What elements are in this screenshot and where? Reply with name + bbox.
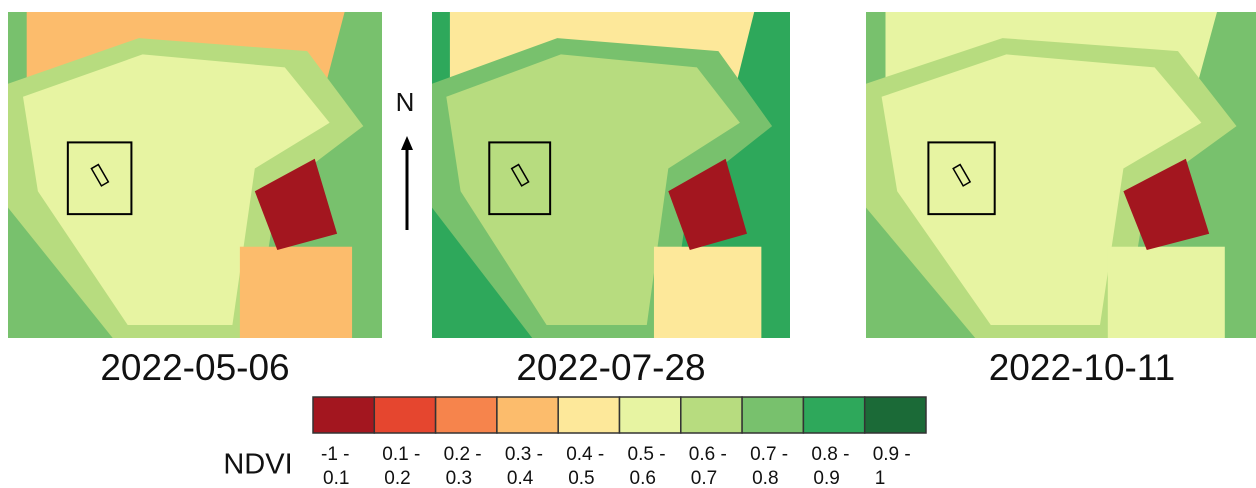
- legend-label: 1: [875, 468, 886, 488]
- legend-swatch: [497, 397, 558, 433]
- legend-label: 0.4: [507, 468, 534, 488]
- legend-swatch: [558, 397, 619, 433]
- legend-label: 0.5: [568, 468, 594, 488]
- legend-swatch: [681, 397, 742, 433]
- legend-label: 0.2 -: [444, 444, 482, 465]
- legend-swatch: [620, 397, 681, 433]
- map-panel: [432, 12, 790, 338]
- panel-date: 2022-05-06: [100, 347, 289, 388]
- legend-swatch: [803, 397, 864, 433]
- map-panel: [866, 12, 1256, 338]
- legend-swatch: [865, 397, 926, 433]
- legend-label: 0.9: [813, 468, 839, 488]
- map-lower-area: [1108, 247, 1225, 338]
- legend-label: 0.8 -: [811, 444, 849, 465]
- legend-label: 0.1 -: [382, 444, 420, 465]
- legend-swatch: [436, 397, 497, 433]
- legend-label: 0.5 -: [628, 444, 666, 465]
- legend-label: 0.3 -: [505, 444, 543, 465]
- legend-label: 0.7 -: [750, 444, 788, 465]
- legend-swatch: [374, 397, 435, 433]
- legend-swatch: [313, 397, 374, 433]
- panel-date: 2022-10-11: [989, 347, 1176, 388]
- north-arrowhead: [401, 136, 413, 150]
- legend-label: 0.1: [323, 468, 349, 488]
- legend-label: 0.2: [384, 468, 410, 488]
- legend-title: NDVI: [223, 449, 292, 481]
- legend-label: 0.6: [630, 468, 656, 488]
- figure: N NDVI 2022-05-06 2022-07-28 2022-10-11 -1 …: [0, 0, 1256, 488]
- map-panel: [8, 12, 382, 338]
- legend-label: 0.9 -: [873, 444, 911, 465]
- legend-label: 0.8: [752, 468, 778, 488]
- panel-date: 2022-07-28: [516, 347, 705, 388]
- north-label: N: [396, 87, 415, 117]
- map-lower-area: [654, 247, 761, 338]
- legend-label: 0.4 -: [566, 444, 604, 465]
- legend-label: 0.7: [691, 468, 717, 488]
- legend-label: -1 -: [321, 444, 350, 465]
- map-lower-area: [240, 247, 352, 338]
- legend-label: 0.3: [446, 468, 472, 488]
- legend-label: 0.6 -: [689, 444, 727, 465]
- legend-swatch: [742, 397, 803, 433]
